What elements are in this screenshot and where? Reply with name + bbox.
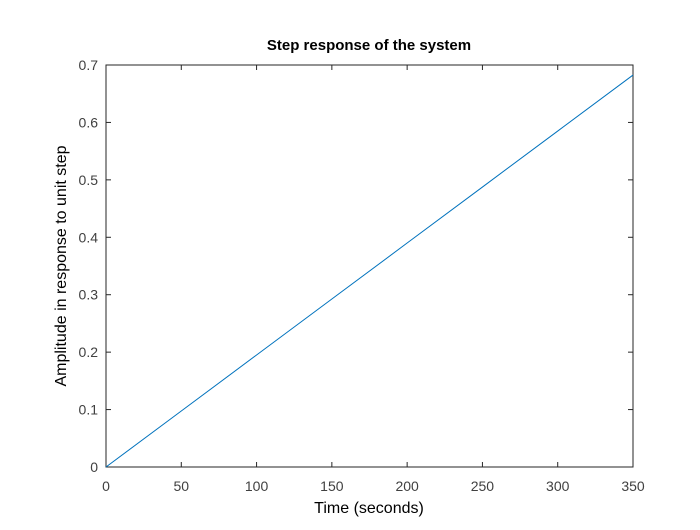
y-tick-label: 0.6 [79,114,99,130]
x-tick-label: 50 [173,478,189,494]
y-tick-label: 0.5 [79,172,99,188]
x-tick-label: 150 [320,478,344,494]
y-axis-ticks: 0 0.1 0.2 0.3 0.4 0.5 0.6 0.7 [79,57,633,475]
y-tick-label: 0.7 [79,57,99,73]
y-tick-label: 0.4 [79,229,99,245]
y-axis-label: Amplitude in response to unit step [53,145,70,386]
series-layer [105,74,634,468]
x-tick-label: 300 [546,478,570,494]
x-tick-label: 100 [245,478,269,494]
series-line [105,74,634,468]
x-tick-label: 350 [621,478,645,494]
x-axis-label: Time (seconds) [314,500,424,517]
y-tick-label: 0.2 [79,344,99,360]
x-tick-label: 250 [471,478,495,494]
y-tick-label: 0 [90,459,98,475]
y-tick-label: 0.1 [79,402,99,418]
chart-title: Step response of the system [267,37,471,54]
y-tick-label: 0.3 [79,287,99,303]
plot-area [105,64,634,468]
x-tick-label: 0 [102,478,110,494]
x-tick-label: 200 [395,478,419,494]
x-axis-ticks: 0 50 100 150 200 250 300 350 [102,65,645,494]
